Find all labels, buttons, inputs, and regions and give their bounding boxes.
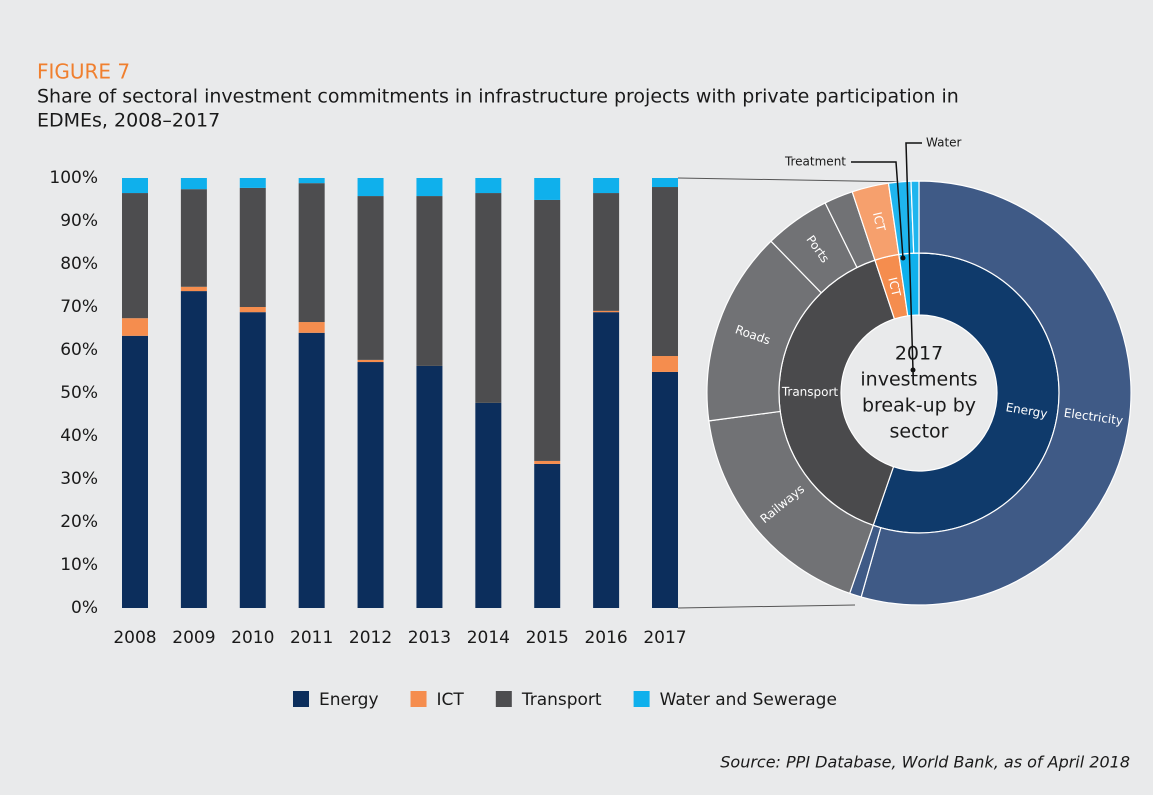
bar-segment — [593, 178, 620, 194]
y-tick-label: 80% — [60, 254, 98, 274]
donut: EnergyTransportICTElectricityRailwaysRoa… — [706, 180, 1132, 606]
donut-slice — [860, 180, 1132, 606]
bar-segment — [239, 307, 266, 313]
bar-segment — [593, 193, 620, 311]
slice-label: Transport — [781, 385, 839, 399]
bar-segment — [298, 183, 325, 323]
bar-segment — [416, 196, 443, 366]
bar-segment — [475, 402, 502, 608]
legend-swatch — [410, 691, 427, 707]
bar-segment — [416, 178, 443, 197]
slice-label: Energy — [1005, 400, 1049, 421]
bar-segment — [534, 199, 561, 461]
center-label: investments — [860, 369, 977, 391]
callout-label: Treatment — [784, 155, 846, 169]
bar-segment — [593, 312, 620, 608]
bar-segment — [298, 178, 325, 184]
bar-segment — [357, 362, 384, 608]
legend-label: Water and Sewerage — [660, 690, 837, 710]
x-tick-label: 2009 — [172, 628, 215, 648]
center-label: sector — [890, 421, 949, 443]
legend-swatch — [633, 691, 650, 707]
figure-label: FIGURE 7 — [37, 60, 130, 84]
bar-segment — [534, 460, 561, 464]
bar-segment — [122, 335, 148, 608]
y-tick-label: 100% — [49, 168, 98, 188]
x-tick-label: 2015 — [526, 628, 569, 648]
x-tick-label: 2012 — [349, 628, 392, 648]
bar-segment — [534, 463, 561, 608]
legend-label: Transport — [521, 690, 602, 710]
legend-swatch — [293, 691, 309, 707]
bar-segment — [357, 178, 384, 197]
donut-slice — [910, 180, 920, 254]
callout-dot — [910, 367, 916, 373]
x-tick-label: 2013 — [408, 628, 451, 648]
x-tick-label: 2010 — [231, 628, 274, 648]
bar-segment — [298, 332, 325, 608]
y-tick-label: 60% — [60, 340, 98, 360]
center-label: break-up by — [862, 395, 976, 417]
connector — [677, 177, 913, 183]
y-tick-label: 50% — [60, 383, 98, 403]
bar-segment — [298, 322, 325, 333]
bar-segment — [416, 365, 443, 608]
bar-segment — [239, 187, 266, 307]
bar-segment — [475, 178, 502, 194]
bar-segment — [652, 187, 678, 357]
y-tick-label: 10% — [60, 555, 98, 575]
bar-segment — [180, 291, 207, 608]
bar-segment — [652, 178, 678, 188]
title-line: Share of sectoral investment commitments… — [37, 86, 959, 108]
bar-segment — [534, 178, 561, 200]
slice-label: ICT — [870, 211, 888, 234]
bar-segment — [180, 286, 207, 292]
y-tick-label: 90% — [60, 211, 98, 231]
bar-segment — [180, 178, 207, 190]
center-label: 2017 — [895, 343, 943, 365]
legend-swatch — [495, 691, 512, 707]
bar-segment — [122, 318, 148, 336]
legend-label: Energy — [319, 690, 379, 710]
y-tick-label: 40% — [60, 426, 98, 446]
bar-segment — [593, 310, 620, 313]
bar-segment — [239, 312, 266, 608]
y-tick-label: 20% — [60, 512, 98, 532]
bar-segment — [122, 193, 148, 319]
bar-segment — [122, 178, 148, 194]
callout-line — [851, 161, 904, 259]
bar-segment — [475, 193, 502, 403]
slice-label: ICT — [885, 276, 903, 299]
bar-segment — [652, 356, 678, 372]
donut-hole — [842, 316, 996, 470]
callout-line — [905, 142, 922, 371]
source: Source: PPI Database, World Bank, as of … — [720, 753, 1130, 772]
connector — [677, 604, 856, 609]
callout-label: Water — [926, 136, 962, 150]
y-tick-label: 0% — [71, 598, 98, 618]
legend-label: ICT — [437, 690, 465, 710]
x-tick-label: 2008 — [113, 628, 156, 648]
x-tick-label: 2017 — [643, 628, 686, 648]
bar-segment — [652, 371, 678, 608]
bar-segment — [357, 359, 384, 363]
y-tick-label: 70% — [60, 297, 98, 317]
bar-segment — [180, 189, 207, 287]
x-tick-label: 2011 — [290, 628, 333, 648]
x-tick-label: 2014 — [467, 628, 510, 648]
bar-segment — [239, 178, 266, 188]
bar-segment — [357, 196, 384, 360]
y-tick-label: 30% — [60, 469, 98, 489]
x-tick-label: 2016 — [584, 628, 627, 648]
callout-dot — [900, 255, 906, 261]
title-line: EDMEs, 2008–2017 — [37, 110, 220, 132]
